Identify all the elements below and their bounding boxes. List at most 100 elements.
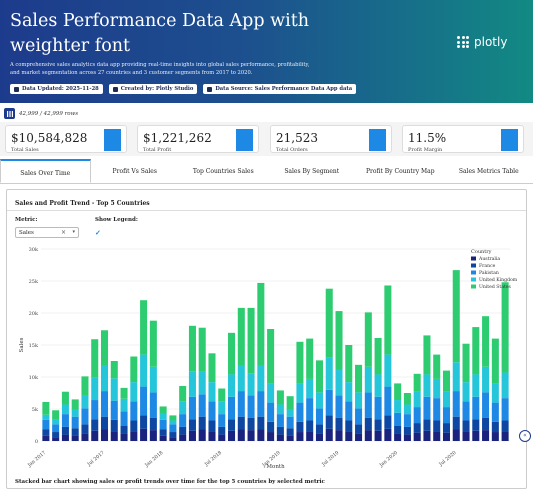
double-chevron-left-icon[interactable]: « xyxy=(519,430,531,442)
kpi-accent-bar xyxy=(104,129,121,151)
clear-icon[interactable]: × xyxy=(60,229,66,236)
bar-segment xyxy=(198,394,206,417)
bar-segment xyxy=(208,382,216,402)
panel-divider xyxy=(7,210,526,211)
bar-segment xyxy=(81,395,89,409)
tab-sales-metrics-table[interactable]: Sales Metrics Table xyxy=(458,168,519,175)
bar-segment xyxy=(179,434,187,441)
bar-segment xyxy=(130,382,138,402)
bar-segment xyxy=(257,391,265,417)
y-axis-title: Sales xyxy=(19,337,25,352)
bar-segment xyxy=(228,396,236,420)
bar-segment xyxy=(81,376,89,396)
tab-profit-vs-sales[interactable]: Profit Vs Sales xyxy=(112,168,157,175)
bar-segment xyxy=(188,419,196,431)
bar-segment xyxy=(247,395,255,418)
bar-segment xyxy=(452,391,460,417)
bar-segment xyxy=(413,432,421,441)
x-tick-label: Jul 2019 xyxy=(320,450,340,468)
bar-segment xyxy=(100,416,109,430)
bar-segment xyxy=(501,282,509,373)
bar-segment xyxy=(267,402,275,422)
legend-swatch xyxy=(471,277,476,282)
bar-segment xyxy=(306,398,314,421)
bar-segment xyxy=(91,377,99,401)
bar-segment xyxy=(394,383,402,401)
kpi-accent-bar xyxy=(236,129,253,151)
bar-segment xyxy=(306,420,314,432)
bar-segment xyxy=(228,374,236,397)
tab-sales-over-time[interactable]: Sales Over Time xyxy=(0,159,91,183)
bar-segment xyxy=(179,401,187,415)
bar-segment xyxy=(296,432,304,441)
tab-profit-by-country-map[interactable]: Profit By Country Map xyxy=(365,168,435,175)
bar-segment xyxy=(452,362,460,392)
plotly-logo-text: plotly xyxy=(474,35,508,49)
bar-segment xyxy=(61,434,69,441)
data-updated-label: Data Updated: 2025-11-28 xyxy=(22,86,99,92)
bar-segment xyxy=(423,374,431,397)
bar-segment xyxy=(71,428,79,436)
bar-segment xyxy=(442,423,451,433)
bar-segment xyxy=(296,402,304,422)
bar-segment xyxy=(130,420,138,432)
bar-segment xyxy=(267,432,275,441)
bar-segment xyxy=(433,431,441,441)
plotly-logo[interactable]: plotly xyxy=(457,35,507,49)
kpi-total-sales: $10,584,828 Total Sales xyxy=(5,125,127,153)
bar-segment xyxy=(491,432,499,441)
bar-segment xyxy=(91,339,99,378)
bar-segment xyxy=(179,385,187,402)
bar-segment xyxy=(345,420,353,432)
x-tick-label: Jul 2018 xyxy=(203,450,223,468)
bar-segment xyxy=(159,413,167,420)
chart-panel: Sales and Profit Trend - Top 5 Countries… xyxy=(6,189,527,489)
bar-segment xyxy=(325,357,333,390)
metric-dropdown[interactable]: Sales × ▾ xyxy=(15,227,79,238)
bar-segment xyxy=(325,288,333,358)
bar-segment xyxy=(52,432,60,438)
rows-count: 42,999 / 42,999 rows xyxy=(19,110,79,117)
data-updated-badge: Data Updated: 2025-11-28 xyxy=(10,84,103,94)
bar-segment xyxy=(325,428,333,441)
bar-segment xyxy=(110,431,118,441)
y-tick-label: 0 xyxy=(35,439,38,445)
show-legend-checkbox[interactable]: ✓ xyxy=(95,228,101,237)
legend-item: Australia xyxy=(478,256,500,262)
bar-segment xyxy=(218,414,226,427)
chevron-down-icon[interactable]: ▾ xyxy=(72,229,75,235)
bar-segment xyxy=(120,387,128,399)
bar-segment xyxy=(247,307,255,374)
legend-swatch xyxy=(471,263,476,268)
bar-segment xyxy=(462,431,470,441)
tab-sales-by-segment[interactable]: Sales By Segment xyxy=(284,168,340,175)
kpi-total-orders: 21,523 Total Orders xyxy=(270,125,392,153)
x-tick-label: Jan 2020 xyxy=(378,450,399,469)
bar-segment xyxy=(394,400,402,413)
bar-segment xyxy=(345,431,353,441)
bar-segment xyxy=(42,419,50,430)
bar-segment xyxy=(208,431,216,441)
y-tick-label: 10k xyxy=(29,375,39,381)
bar-segment xyxy=(472,430,480,441)
bar-segment xyxy=(335,311,343,370)
bar-segment xyxy=(403,393,411,405)
bar-segment xyxy=(52,410,60,420)
bar-segment xyxy=(306,338,314,379)
bar-segment xyxy=(218,388,226,402)
bar-segment xyxy=(257,282,265,366)
bar-segment xyxy=(442,432,451,441)
bar-segment xyxy=(433,378,441,399)
bar-segment xyxy=(198,371,206,395)
bar-segment xyxy=(257,365,265,392)
bar-segment xyxy=(306,431,314,441)
bar-segment xyxy=(355,364,363,393)
bar-segment xyxy=(491,383,499,403)
kpi-total-profit: $1,221,262 Total Profit xyxy=(137,125,259,153)
bar-segment xyxy=(501,398,509,421)
bar-segment xyxy=(423,396,431,420)
bar-segment xyxy=(91,419,99,431)
calendar-icon xyxy=(14,86,19,92)
bar-segment xyxy=(384,428,392,441)
tab-top-countries-sales[interactable]: Top Countries Sales xyxy=(192,168,254,175)
